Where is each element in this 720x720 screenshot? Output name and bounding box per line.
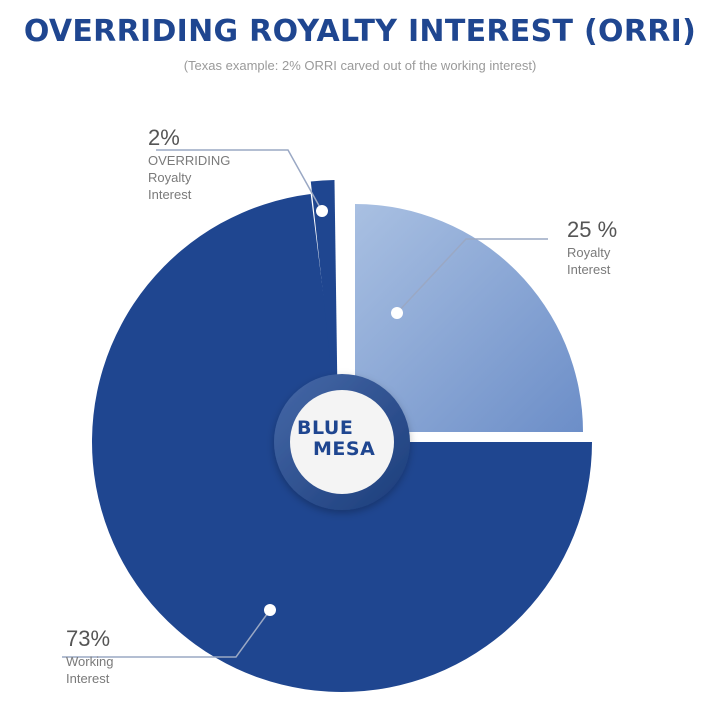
working-category-label: Interest — [66, 671, 110, 686]
working-category-label: Working — [66, 654, 113, 669]
royalty-category-label: Royalty — [567, 245, 611, 260]
blue-mesa-logo: BLUE MESA — [297, 418, 387, 468]
orri-category-label: Royalty — [148, 170, 192, 185]
orri-value-label: 2% — [148, 125, 180, 150]
royalty-category-label: Interest — [567, 262, 611, 277]
center-disc — [290, 390, 394, 494]
slice-orri — [310, 180, 338, 432]
orri-leader-dot — [316, 205, 328, 217]
logo-line-1: BLUE — [297, 417, 354, 439]
royalty-leader-dot — [391, 307, 403, 319]
working-value-label: 73% — [66, 626, 110, 651]
chart-title: OVERRIDING ROYALTY INTEREST (ORRI) — [23, 14, 697, 49]
logo-line-2: MESA — [313, 438, 376, 460]
orri-category-label: OVERRIDING — [148, 153, 230, 168]
working-leader-dot — [264, 604, 276, 616]
orri-leader-line — [156, 149, 323, 212]
chart-subtitle: (Texas example: 2% ORRI carved out of th… — [183, 58, 537, 73]
orri-category-label: Interest — [148, 187, 192, 202]
working-leader-line — [62, 609, 271, 658]
slice-royalty — [355, 204, 583, 432]
royalty-leader-line — [396, 238, 548, 314]
royalty-value-label: 25 % — [567, 217, 617, 242]
